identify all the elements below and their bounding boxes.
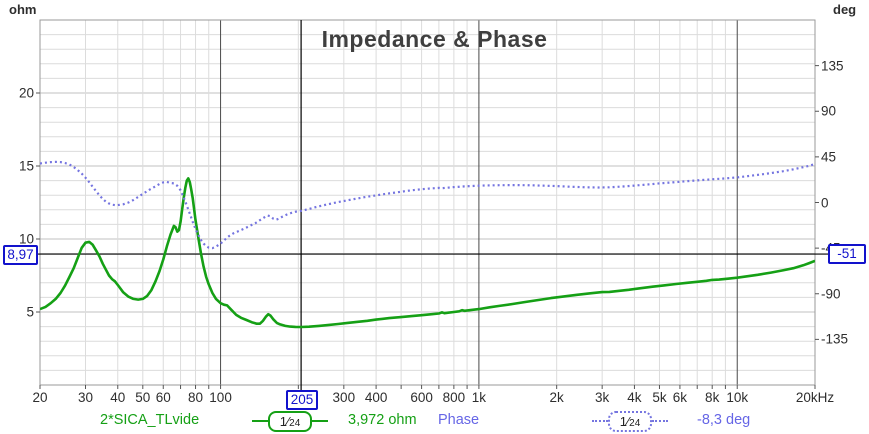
right-tick-label: 0 — [821, 195, 829, 210]
right-tick-label: 135 — [821, 58, 844, 74]
x-tick-label: 4k — [627, 390, 642, 405]
cursor-impedance-readout[interactable]: 8,97 — [3, 245, 38, 265]
impedance-curve — [40, 177, 815, 329]
x-tick-label: 6k — [672, 390, 688, 405]
right-tick-label: 45 — [821, 149, 837, 165]
legend-trace-impedance-name: 2*SICA_TLvide — [100, 412, 200, 428]
left-tick-label: 5 — [26, 304, 34, 320]
x-tick-label: 400 — [364, 390, 388, 405]
impedance-smoothing-badge[interactable]: 1⁄ 24 — [268, 410, 312, 432]
phase-smoothing-badge[interactable]: 1⁄ 24 — [608, 410, 652, 432]
x-tick-label: 8k — [705, 390, 720, 405]
x-tick-label: 5k — [652, 390, 667, 405]
impedance-smoothing-icon[interactable]: 1⁄ 24 — [252, 408, 328, 434]
x-tick-label: 3k — [595, 390, 610, 405]
x-tick-label: 80 — [188, 390, 204, 405]
smoothing-numerator: 1⁄ — [279, 413, 290, 429]
impedance-line-sample — [252, 420, 268, 422]
phase-line-sample — [652, 420, 668, 422]
x-tick-label: 2k — [549, 390, 564, 405]
smoothing-numerator: 1⁄ — [619, 413, 630, 429]
x-tick-label: 600 — [410, 390, 433, 405]
left-tick-label: 20 — [18, 85, 34, 101]
smoothing-denominator: 24 — [289, 417, 301, 429]
phase-curve — [40, 160, 815, 250]
left-tick-label: 15 — [18, 158, 34, 174]
legend-phase-cursor-value: -8,3 deg — [697, 412, 751, 428]
chart-title: Impedance & Phase — [321, 26, 548, 52]
right-tick-label: 90 — [821, 103, 837, 119]
x-tick-label: 10k — [726, 390, 749, 405]
left-tick-label: 10 — [18, 231, 34, 247]
legend: 2*SICA_TLvide 1⁄ 24 3,972 ohm Phase 1⁄ 24 … — [0, 408, 869, 434]
x-tick-label: 30 — [77, 390, 93, 405]
phase-smoothing-icon[interactable]: 1⁄ 24 — [592, 408, 668, 434]
left-axis-unit-label: ohm — [9, 2, 37, 17]
right-axis-unit-label: deg — [833, 2, 857, 17]
x-tick-label: 1k — [471, 390, 487, 405]
x-tick-label: 20kHz — [795, 390, 835, 405]
x-tick-label: 300 — [332, 390, 356, 405]
right-tick-label: -135 — [821, 331, 849, 347]
phase-line-sample — [592, 420, 608, 422]
legend-impedance-cursor-value: 3,972 ohm — [348, 412, 417, 428]
smoothing-denominator: 24 — [629, 417, 641, 429]
right-tick-label: -90 — [821, 286, 841, 302]
x-tick-label: 100 — [209, 390, 232, 405]
x-tick-label: 800 — [442, 390, 466, 405]
x-tick-label: 40 — [110, 390, 126, 405]
legend-trace-phase-name: Phase — [438, 412, 480, 428]
plot-border — [39, 19, 816, 386]
cursor-frequency-readout[interactable]: 205 — [286, 390, 318, 410]
x-tick-label: 50 — [135, 390, 151, 405]
x-tick-label: 60 — [155, 390, 171, 405]
cursor-phase-readout[interactable]: -51 — [828, 244, 866, 264]
impedance-line-sample — [312, 420, 328, 422]
x-tick-label: 20 — [32, 390, 48, 405]
